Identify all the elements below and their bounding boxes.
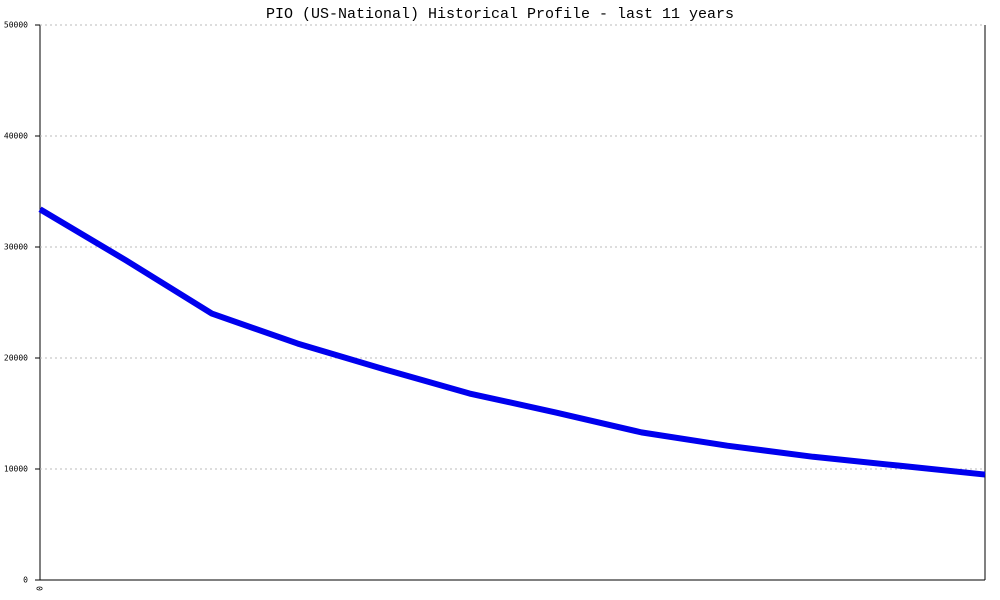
data-line (38, 206, 986, 478)
y-tick-label: 40000 (4, 132, 28, 141)
y-tick-label: 50000 (4, 21, 28, 30)
x-tick-label: 0 (36, 586, 45, 591)
chart-title: PIO (US-National) Historical Profile - l… (266, 6, 734, 23)
y-tick-label: 10000 (4, 465, 28, 474)
y-tick-label: 20000 (4, 354, 28, 363)
y-tick-label: 30000 (4, 243, 28, 252)
y-tick-label: 0 (23, 576, 28, 585)
